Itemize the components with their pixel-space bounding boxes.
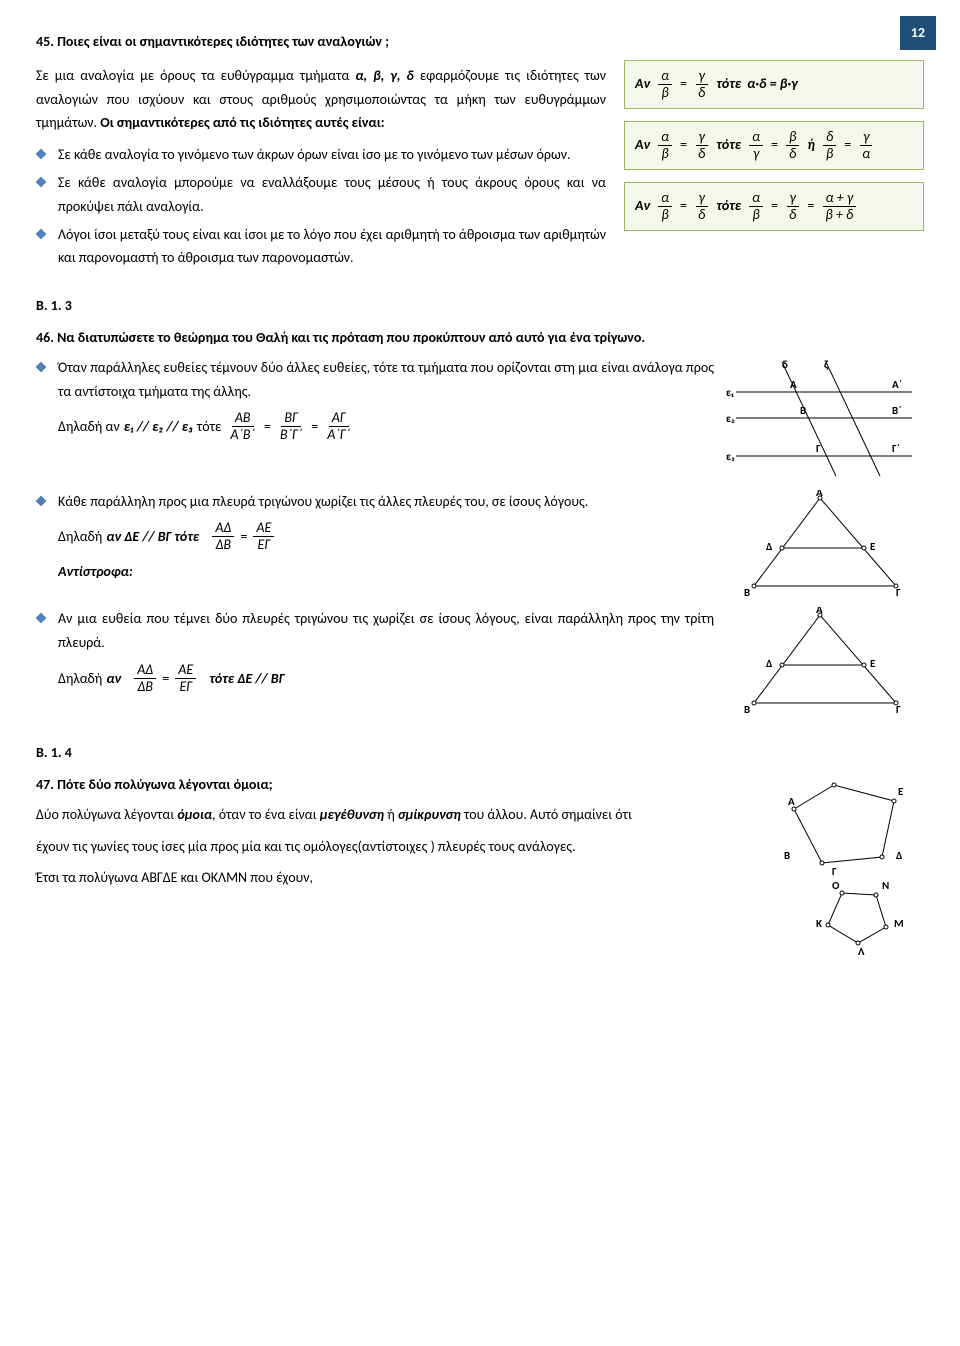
svg-text:Δ: Δ <box>896 849 902 862</box>
q45-title: 45. Ποιες είναι οι σημαντικότερες ιδιότη… <box>36 30 924 54</box>
tote-label: τότε <box>716 72 741 96</box>
svg-text:Ε: Ε <box>898 785 903 798</box>
q46-b2: Κάθε παράλληλη προς μια πλευρά τριγώνου … <box>58 493 588 510</box>
svg-text:Δ: Δ <box>766 657 772 670</box>
t: του άλλου. Αυτό σημαίνει ότι <box>461 806 632 823</box>
svg-text:Β: Β <box>800 404 806 417</box>
svg-text:Α: Α <box>788 795 795 808</box>
q46-list-3: Αν μια ευθεία που τέμνει δύο πλευρές τρι… <box>36 607 924 655</box>
section-b13: Β. 1. 3 <box>36 294 924 318</box>
svg-text:Ο: Ο <box>832 879 840 892</box>
q46-thales-equation: Δηλαδή αν ε₁ // ε₂ // ε₃ τότε ΑΒΑ´Β´ = Β… <box>36 411 714 442</box>
diamond-bullet-icon <box>36 362 46 372</box>
t: σμίκρυνση <box>398 806 461 823</box>
q45-formula-3: Αν αβ = γδ τότε αβ = γδ = α + γβ + δ <box>624 182 924 231</box>
q45-b3: Λόγοι ίσοι μεταξύ τους είναι και ίσοι με… <box>58 226 606 267</box>
svg-text:Ε: Ε <box>870 657 875 670</box>
svg-text:Β: Β <box>744 703 750 716</box>
mid: τότε <box>197 415 222 439</box>
svg-text:Γ: Γ <box>816 442 821 455</box>
q46-eq-2: Δηλαδή αν ΔΕ // ΒΓ τότε ΑΔΔΒ = ΑΕΕΓ <box>36 521 714 552</box>
q45-b1: Σε κάθε αναλογία το γινόμενο των άκρων ό… <box>58 146 571 163</box>
t: μεγέθυνση <box>320 806 384 823</box>
prefix: Δηλαδή αν <box>58 415 120 439</box>
svg-text:Ε: Ε <box>870 540 875 553</box>
svg-text:ε₃: ε₃ <box>726 450 735 463</box>
q46-list-2: Κάθε παράλληλη προς μια πλευρά τριγώνου … <box>36 490 924 514</box>
q46-title: 46. Να διατυπώσετε το θεώρημα του Θαλή κ… <box>36 326 924 350</box>
result: τότε ΔΕ // ΒΓ <box>209 667 284 691</box>
svg-text:Ν: Ν <box>882 879 889 892</box>
parallel-condition: ε₁ // ε₂ // ε₃ <box>124 415 193 439</box>
q46-eq-3: Δηλαδή αν ΑΔΔΒ = ΑΕΕΓ τότε ΔΕ // ΒΓ <box>36 663 714 694</box>
svg-text:Β: Β <box>744 586 750 599</box>
figure-pentagons: Α Ε Δ Γ Β Ο Ν Μ Λ Κ <box>764 773 924 971</box>
svg-text:Γ: Γ <box>832 865 837 878</box>
diamond-bullet-icon <box>36 613 46 623</box>
prefix: Δηλαδή <box>58 525 102 549</box>
an-label: Αν <box>635 133 650 157</box>
svg-text:Μ: Μ <box>894 917 904 930</box>
tote-label: τότε <box>716 133 741 157</box>
svg-text:Γ´: Γ´ <box>892 442 900 455</box>
svg-text:ε₂: ε₂ <box>726 412 735 425</box>
q45-formula-2: Αν αβ = γδ τότε αγ = βδ ή δβ = γα <box>624 121 924 170</box>
t: , όταν το ένα είναι <box>212 806 320 823</box>
cond: αν ΔΕ // ΒΓ τότε <box>106 525 199 549</box>
diamond-bullet-icon <box>36 177 46 187</box>
q46-list-1: Όταν παράλληλες ευθείες τέμνουν δύο άλλε… <box>36 356 924 404</box>
diamond-bullet-icon <box>36 229 46 239</box>
diamond-bullet-icon <box>36 496 46 506</box>
t: Δύο πολύγωνα λέγονται <box>36 806 177 823</box>
q46-b3: Αν μια ευθεία που τέμνει δύο πλευρές τρι… <box>58 610 714 651</box>
svg-text:Β: Β <box>784 849 790 862</box>
t: όμοια <box>177 806 212 823</box>
svg-text:Κ: Κ <box>816 917 822 930</box>
or-label: ή <box>807 133 815 157</box>
inverse-label: Αντίστροφα: <box>58 563 133 580</box>
q45-intro: Σε μια αναλογία με όρους τα ευθύγραμμα τ… <box>36 64 606 135</box>
svg-text:Γ: Γ <box>896 586 901 599</box>
tote-label: τότε <box>716 194 741 218</box>
page-number-badge: 12 <box>900 16 936 50</box>
an-label: Αν <box>635 194 650 218</box>
an-label: Αν <box>635 72 650 96</box>
q45-formula-1: Αν αβ = γδ τότε α·δ = β·γ <box>624 60 924 109</box>
q45-list: Σε κάθε αναλογία το γινόμενο των άκρων ό… <box>36 143 606 270</box>
t: ή <box>384 806 398 823</box>
q45-b2: Σε κάθε αναλογία μπορούμε να εναλλάξουμε… <box>58 174 606 215</box>
diamond-bullet-icon <box>36 149 46 159</box>
q46-b1: Όταν παράλληλες ευθείες τέμνουν δύο άλλε… <box>58 359 714 400</box>
eq-result: α·δ = β·γ <box>747 72 798 96</box>
svg-text:Β´: Β´ <box>892 404 902 417</box>
prefix: Δηλαδή <box>58 667 102 691</box>
svg-text:Λ: Λ <box>858 945 865 958</box>
svg-text:Δ: Δ <box>766 540 772 553</box>
svg-text:Γ: Γ <box>896 703 901 716</box>
cond: αν <box>106 667 121 691</box>
section-b14: Β. 1. 4 <box>36 741 924 765</box>
